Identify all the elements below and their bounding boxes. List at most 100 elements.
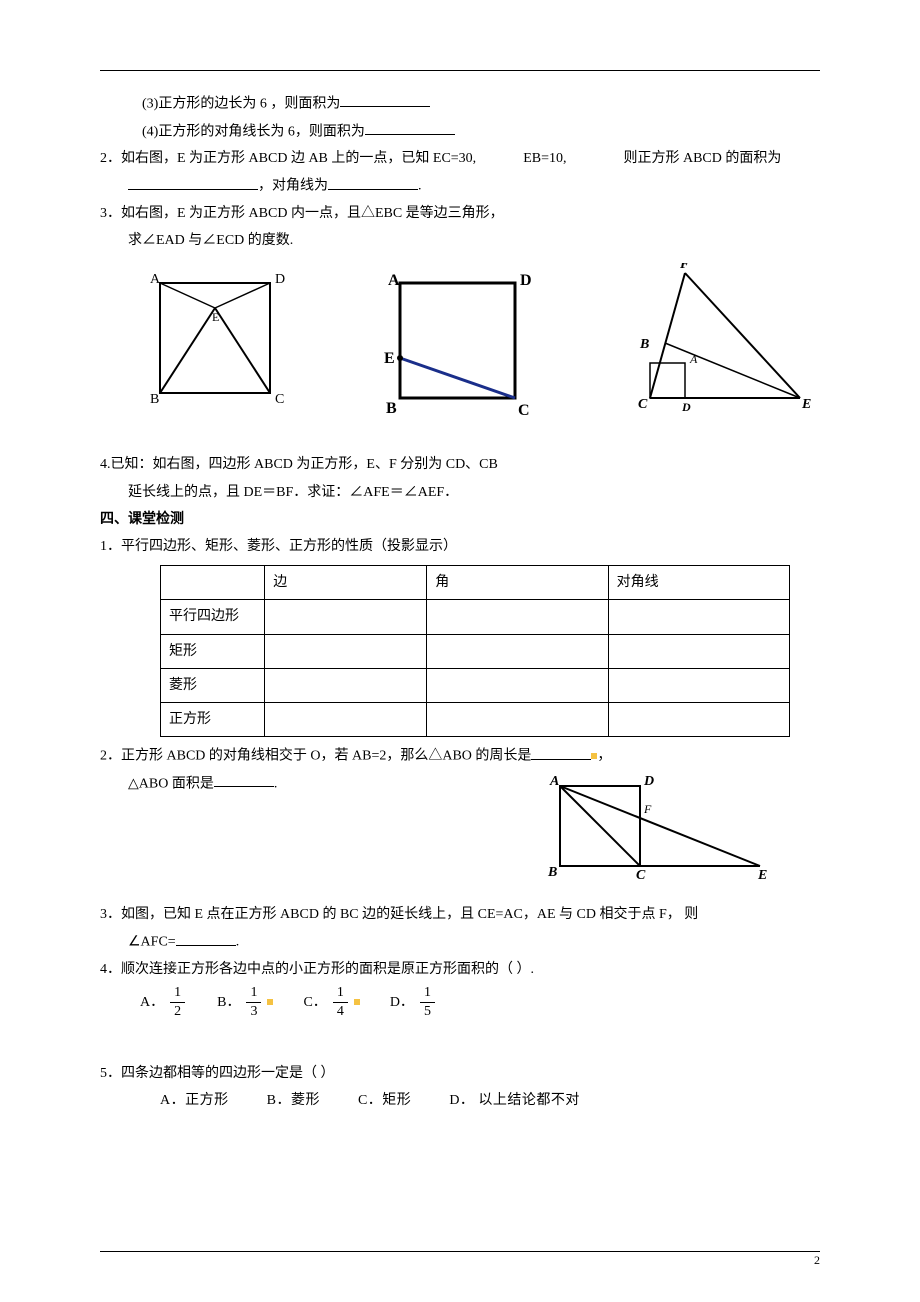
t5-options: A．正方形 B．菱形 C．矩形 D． 以上结论都不对 xyxy=(100,1088,820,1113)
label-D: D xyxy=(520,272,532,289)
label-B: B xyxy=(547,865,557,880)
text: (3)正方形的边长为 6 ，则面积为 xyxy=(142,96,340,111)
option-b: B． 13 xyxy=(217,986,273,1019)
text: 2．如右图，E 为正方形 ABCD 边 AB 上的一点，已知 EC=30, xyxy=(100,151,476,166)
cell xyxy=(608,600,789,634)
label: A． xyxy=(140,990,164,1015)
cell: 平行四边形 xyxy=(161,600,265,634)
fig4-svg: A D F B C E xyxy=(540,771,780,881)
option-d: D． 以上结论都不对 xyxy=(449,1093,580,1108)
table-row: 平行四边形 xyxy=(161,600,790,634)
option-b: B．菱形 xyxy=(267,1093,320,1108)
text: 延长线上的点，且 DE＝BF．求证：∠AFE＝∠AEF． xyxy=(128,485,458,500)
page-number: 2 xyxy=(814,1250,820,1272)
figure-1: A D B C E xyxy=(130,263,300,432)
label-E: E xyxy=(757,868,767,881)
text: 2．正方形 ABCD 的对角线相交于 O，若 AB=2，那么△ABO 的周长是 xyxy=(100,749,531,764)
text: 4．顺次连接正方形各边中点的小正方形的面积是原正方形面积的（ ）. xyxy=(100,962,534,977)
page: (3)正方形的边长为 6 ，则面积为 (4)正方形的对角线长为 6，则面积为 2… xyxy=(0,0,920,1302)
cell: 矩形 xyxy=(161,634,265,668)
blank xyxy=(340,91,430,107)
q3-line1: 3．如右图，E 为正方形 ABCD 内一点，且△EBC 是等边三角形， xyxy=(100,201,820,226)
t3-line2: ∠AFC=. xyxy=(100,929,820,955)
text: 则正方形 ABCD 的面积为 xyxy=(623,151,781,166)
option-c: C．矩形 xyxy=(358,1093,411,1108)
fraction: 12 xyxy=(170,986,185,1019)
table-row: 正方形 xyxy=(161,702,790,736)
label-A: A xyxy=(388,272,400,289)
cell xyxy=(265,600,427,634)
t4-options: A． 12 B． 13 C． 14 D． 15 xyxy=(100,986,820,1019)
text: . xyxy=(418,179,422,194)
blank xyxy=(531,743,591,759)
text: ∠AFC= xyxy=(128,935,176,950)
text: ， xyxy=(597,749,611,764)
text: 3．如右图，E 为正方形 ABCD 内一点，且△EBC 是等边三角形， xyxy=(100,206,504,221)
cell xyxy=(608,668,789,702)
label-D: D xyxy=(275,272,285,287)
option-a: A． 12 xyxy=(140,986,187,1019)
blank xyxy=(214,771,274,787)
fraction: 13 xyxy=(246,986,261,1019)
cell: 边 xyxy=(265,566,427,600)
q4-line2: 延长线上的点，且 DE＝BF．求证：∠AFE＝∠AEF． xyxy=(100,480,820,505)
label-B: B xyxy=(386,400,397,417)
label-C: C xyxy=(636,868,646,881)
cell xyxy=(161,566,265,600)
label-D: D xyxy=(681,400,691,414)
blank xyxy=(365,119,455,135)
label-B: B xyxy=(639,337,649,352)
label-D: D xyxy=(643,774,654,789)
cell xyxy=(265,702,427,736)
table-row: 矩形 xyxy=(161,634,790,668)
label: C． xyxy=(303,990,326,1015)
label: D． xyxy=(390,990,414,1015)
fig2-svg: A D E B C xyxy=(360,263,550,433)
label-C: C xyxy=(518,402,530,419)
label-A: A xyxy=(549,774,559,789)
q3-line2: 求∠EAD 与∠ECD 的度数. xyxy=(100,228,820,253)
table-row: 边 角 对角线 xyxy=(161,566,790,600)
text: 1．平行四边形、矩形、菱形、正方形的性质（投影显示） xyxy=(100,539,457,554)
text: (4)正方形的对角线长为 6，则面积为 xyxy=(142,124,365,139)
cell xyxy=(265,668,427,702)
option-c: C． 14 xyxy=(303,986,359,1019)
fraction: 14 xyxy=(333,986,348,1019)
cell: 对角线 xyxy=(608,566,789,600)
text: 四、课堂检测 xyxy=(100,512,184,527)
q4-line1: 4.已知：如右图，四边形 ABCD 为正方形，E、F 分别为 CD、CB xyxy=(100,452,820,477)
fig3-svg: F B A C D E xyxy=(610,263,820,423)
t2-line1: 2．正方形 ABCD 的对角线相交于 O，若 AB=2，那么△ABO 的周长是 ， xyxy=(100,743,820,769)
properties-table: 边 角 对角线 平行四边形 矩形 菱形 正方形 xyxy=(160,565,790,737)
cell xyxy=(427,634,608,668)
cell xyxy=(427,702,608,736)
q-pre-3: (3)正方形的边长为 6 ，则面积为 xyxy=(100,91,820,117)
text: ，对角线为 xyxy=(258,179,328,194)
fig1-svg: A D B C E xyxy=(130,263,300,423)
label-A: A xyxy=(150,272,161,287)
label-C: C xyxy=(275,392,284,407)
cell: 角 xyxy=(427,566,608,600)
cell xyxy=(608,634,789,668)
text: . xyxy=(236,935,240,950)
label-F: F xyxy=(643,802,652,816)
dot-icon xyxy=(267,999,273,1005)
cell xyxy=(427,600,608,634)
table-row: 菱形 xyxy=(161,668,790,702)
cell: 菱形 xyxy=(161,668,265,702)
option-d: D． 15 xyxy=(390,986,437,1019)
top-rule xyxy=(100,70,820,71)
label-E: E xyxy=(384,350,395,367)
text: 5．四条边都相等的四边形一定是（ ） xyxy=(100,1066,335,1081)
text: △ABO 面积是 xyxy=(128,776,214,791)
t4-text: 4．顺次连接正方形各边中点的小正方形的面积是原正方形面积的（ ）. xyxy=(100,957,820,982)
label-A: A xyxy=(689,352,698,366)
q2-line1: 2．如右图，E 为正方形 ABCD 边 AB 上的一点，已知 EC=30, EB… xyxy=(100,146,820,171)
option-a: A．正方形 xyxy=(160,1093,229,1108)
text: 4.已知：如右图，四边形 ABCD 为正方形，E、F 分别为 CD、CB xyxy=(100,457,498,472)
text: 3．如图，已知 E 点在正方形 ABCD 的 BC 边的延长线上，且 CE=AC… xyxy=(100,907,698,922)
bottom-rule xyxy=(100,1251,820,1252)
t5-text: 5．四条边都相等的四边形一定是（ ） xyxy=(100,1061,820,1086)
figure-4: A D F B C E xyxy=(540,771,780,890)
label-B: B xyxy=(150,392,159,407)
